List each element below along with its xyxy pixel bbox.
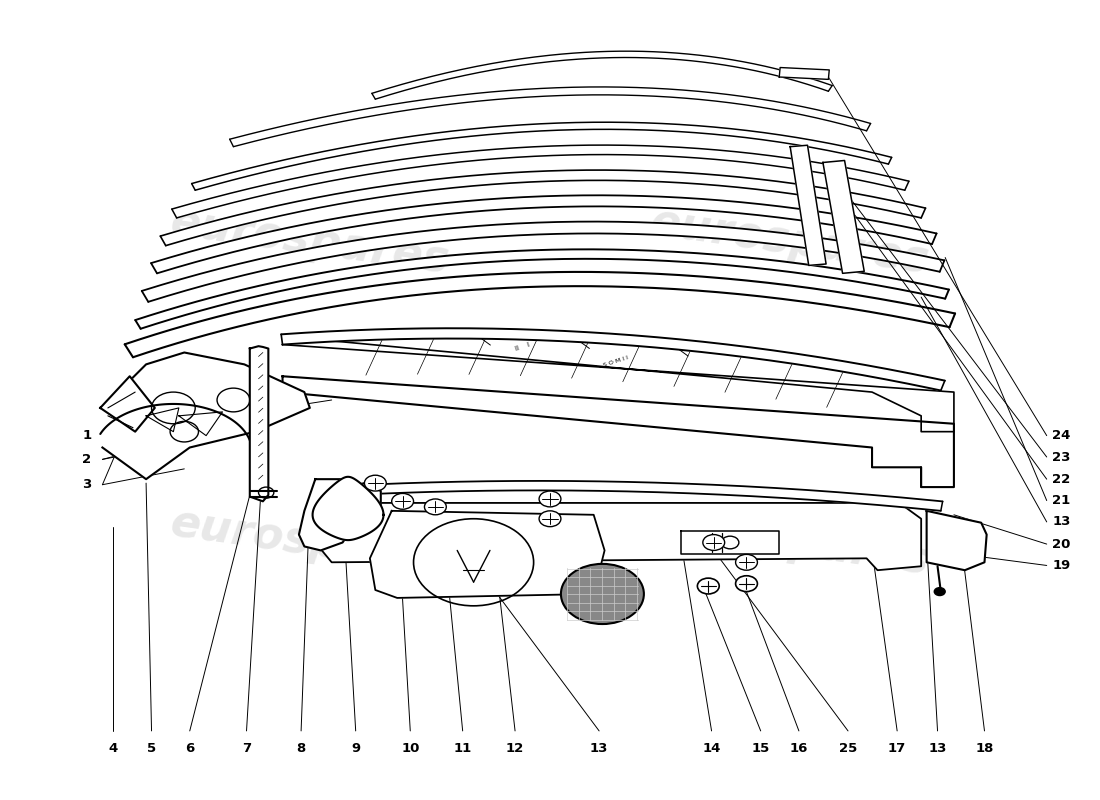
Text: 19: 19 (1053, 559, 1070, 572)
Polygon shape (282, 328, 945, 390)
Text: 25: 25 (839, 742, 857, 755)
Text: 11: 11 (453, 742, 472, 755)
Text: 13: 13 (928, 742, 947, 755)
Polygon shape (151, 195, 936, 274)
Text: eurospares: eurospares (167, 502, 452, 583)
Text: 14: 14 (703, 742, 720, 755)
Polygon shape (681, 530, 779, 554)
Circle shape (539, 491, 561, 507)
Text: 13: 13 (590, 742, 608, 755)
Text: 22: 22 (1053, 473, 1070, 486)
Polygon shape (124, 272, 955, 358)
Text: 23: 23 (1053, 450, 1070, 463)
Text: 24: 24 (1053, 429, 1070, 442)
Circle shape (934, 588, 945, 595)
Polygon shape (823, 161, 865, 274)
Text: 17: 17 (888, 742, 906, 755)
Text: 18: 18 (976, 742, 993, 755)
Text: 16: 16 (790, 742, 808, 755)
Text: 3: 3 (82, 478, 91, 491)
Text: S O M I I: S O M I I (603, 356, 628, 368)
Polygon shape (312, 477, 384, 540)
Polygon shape (283, 376, 954, 487)
Circle shape (425, 499, 447, 514)
Polygon shape (299, 479, 348, 550)
Polygon shape (327, 483, 381, 514)
Circle shape (561, 564, 644, 624)
Text: II    I: II I (515, 342, 531, 352)
Text: 15: 15 (751, 742, 770, 755)
Text: 4: 4 (109, 742, 118, 755)
Polygon shape (283, 337, 954, 432)
Polygon shape (779, 67, 829, 79)
Text: 7: 7 (242, 742, 251, 755)
Text: 1: 1 (82, 429, 91, 442)
Polygon shape (230, 87, 870, 146)
Polygon shape (316, 503, 921, 570)
Polygon shape (250, 346, 268, 502)
Polygon shape (172, 145, 909, 218)
Text: 21: 21 (1053, 494, 1070, 507)
Text: 5: 5 (147, 742, 156, 755)
Polygon shape (191, 122, 892, 190)
Circle shape (539, 511, 561, 526)
Circle shape (703, 534, 725, 550)
Text: 12: 12 (506, 742, 525, 755)
Polygon shape (142, 222, 945, 302)
Text: 8: 8 (297, 742, 306, 755)
Polygon shape (372, 51, 833, 99)
Text: 9: 9 (351, 742, 360, 755)
Polygon shape (790, 146, 826, 266)
Text: 13: 13 (1053, 515, 1070, 529)
Polygon shape (100, 376, 155, 432)
Circle shape (392, 494, 414, 510)
Polygon shape (370, 511, 605, 598)
Text: 2: 2 (82, 453, 91, 466)
Text: eurospares: eurospares (648, 502, 933, 583)
Text: eurospares: eurospares (648, 201, 933, 282)
Text: 10: 10 (402, 742, 419, 755)
Text: 20: 20 (1053, 538, 1070, 550)
Polygon shape (102, 353, 310, 479)
Circle shape (736, 576, 758, 591)
Text: eurospares: eurospares (167, 201, 452, 282)
Circle shape (736, 554, 758, 570)
Polygon shape (161, 170, 925, 246)
Circle shape (364, 475, 386, 491)
Polygon shape (926, 511, 987, 570)
Polygon shape (320, 481, 943, 511)
Polygon shape (135, 250, 949, 329)
Circle shape (697, 578, 719, 594)
Text: 6: 6 (185, 742, 195, 755)
